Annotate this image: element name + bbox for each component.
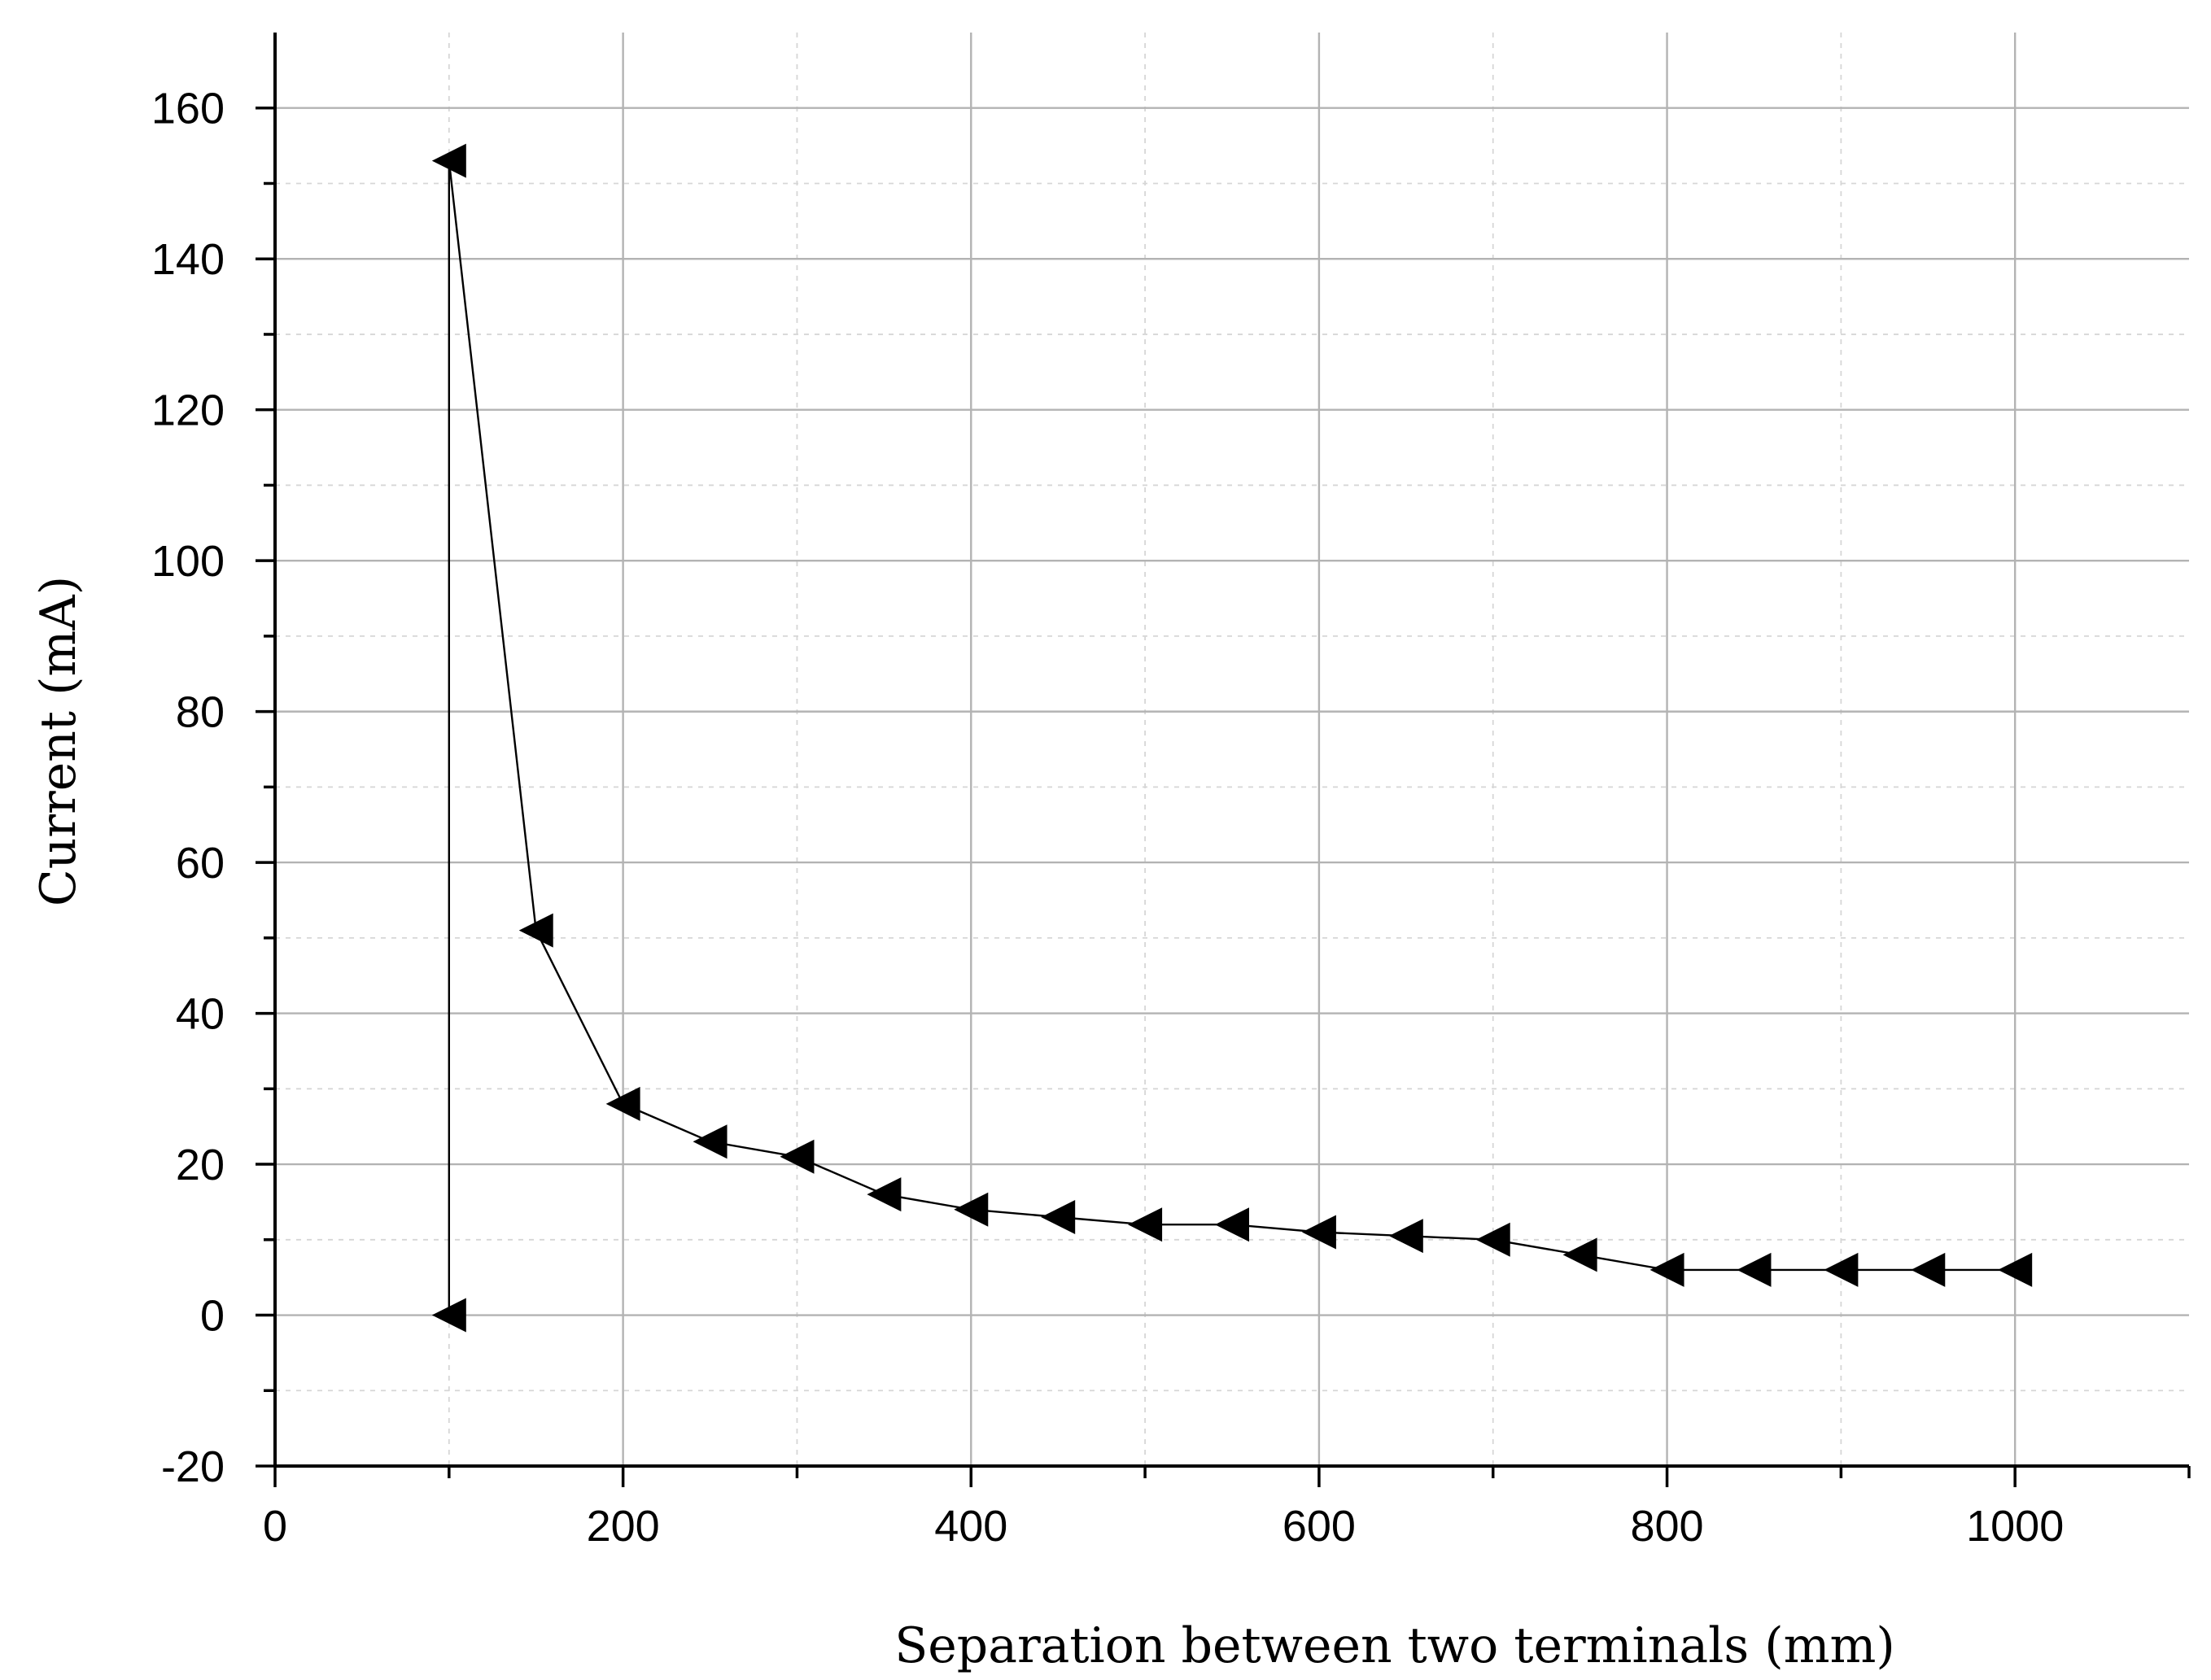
data-point-marker xyxy=(431,1298,466,1333)
y-tick-label: 160 xyxy=(151,85,225,133)
data-point-marker xyxy=(954,1192,989,1227)
data-point-marker xyxy=(1650,1252,1684,1287)
y-tick-label: 20 xyxy=(176,1141,225,1189)
data-point-marker xyxy=(1475,1222,1510,1257)
tick-labels: 0 200 400 600 800 1000 -20 0 20 40 60 80 100 120 140 16… xyxy=(151,85,2064,1551)
data-point-marker xyxy=(431,143,466,178)
data-point-marker xyxy=(1562,1237,1597,1272)
x-tick-label: 800 xyxy=(1630,1502,1703,1551)
data-point-marker xyxy=(693,1124,728,1159)
data-point-marker xyxy=(1998,1252,2033,1287)
y-tick-label: 120 xyxy=(151,386,225,435)
data-point-marker xyxy=(1301,1215,1336,1250)
x-axis-title: Separation between two terminals (mm) xyxy=(894,1617,1895,1674)
x-tick-label: 600 xyxy=(1282,1502,1356,1551)
y-tick-label: 100 xyxy=(151,537,225,586)
data-point-marker xyxy=(780,1139,815,1174)
y-axis-title: Current (mA) xyxy=(30,576,87,906)
y-tick-label: 0 xyxy=(200,1292,225,1341)
data-point-marker xyxy=(1911,1252,1946,1287)
data-point-marker xyxy=(1041,1199,1076,1234)
data-point-marker xyxy=(1128,1207,1163,1242)
x-tick-label: 400 xyxy=(934,1502,1007,1551)
data-point-marker xyxy=(867,1177,902,1212)
axes xyxy=(256,33,2191,1487)
data-point-marker xyxy=(605,1086,640,1121)
y-tick-label: 80 xyxy=(176,688,225,737)
y-tick-label: 40 xyxy=(176,990,225,1039)
data-point-marker xyxy=(518,913,553,948)
data-point-marker xyxy=(1824,1252,1859,1287)
x-tick-label: 200 xyxy=(587,1502,660,1551)
series xyxy=(431,143,2033,1333)
y-tick-label: 60 xyxy=(176,839,225,888)
y-tick-label: -20 xyxy=(161,1442,225,1491)
x-tick-label: 0 xyxy=(263,1502,287,1551)
data-point-marker xyxy=(1215,1207,1249,1242)
data-point-marker xyxy=(1737,1252,1772,1287)
x-tick-label: 1000 xyxy=(1966,1502,2064,1551)
data-point-marker xyxy=(1388,1219,1423,1254)
grid xyxy=(275,33,2189,1466)
y-tick-label: 140 xyxy=(151,235,225,284)
